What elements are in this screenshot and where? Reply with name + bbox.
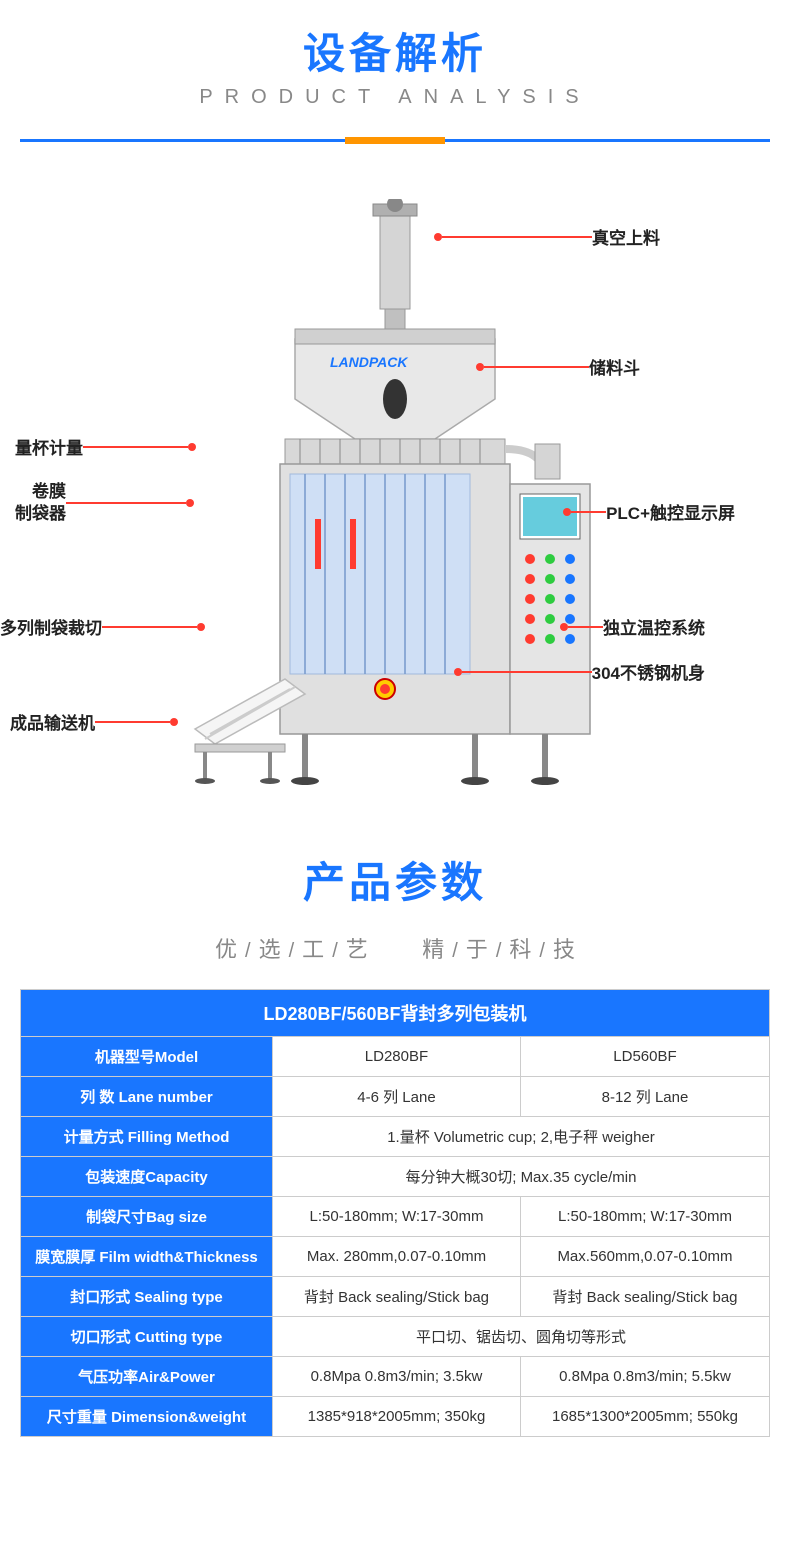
row-value-merged: 1.量杯 Volumetric cup; 2,电子秤 weigher <box>273 1117 770 1157</box>
row-value-col1: 0.8Mpa 0.8m3/min; 3.5kw <box>273 1357 521 1397</box>
machine-illustration: LANDPACK <box>185 199 605 799</box>
row-value-merged: 平口切、锯齿切、圆角切等形式 <box>273 1317 770 1357</box>
row-value-col2: Max.560mm,0.07-0.10mm <box>520 1237 769 1277</box>
section2-title-cn: 产品参数 <box>0 849 790 910</box>
table-row: 计量方式 Filling Method1.量杯 Volumetric cup; … <box>21 1117 770 1157</box>
row-value-col1: 4-6 列 Lane <box>273 1077 521 1117</box>
row-value-col2: LD560BF <box>520 1037 769 1077</box>
row-value-col1: LD280BF <box>273 1037 521 1077</box>
row-label: 制袋尺寸Bag size <box>21 1197 273 1237</box>
row-value-col2: 1685*1300*2005mm; 550kg <box>520 1397 769 1437</box>
subtitle-left-group: 优/选/工/艺 <box>215 932 368 964</box>
svg-text:LANDPACK: LANDPACK <box>330 354 408 370</box>
row-value-col1: Max. 280mm,0.07-0.10mm <box>273 1237 521 1277</box>
callout-multi-lane-cut: 多列制袋裁切 <box>0 614 205 639</box>
row-label: 尺寸重量 Dimension&weight <box>21 1397 273 1437</box>
section1-title-en: PRODUCT ANALYSIS <box>0 86 790 109</box>
subtitle-right-group: 精/于/科/技 <box>422 932 575 964</box>
row-label: 列 数 Lane number <box>21 1077 273 1117</box>
row-label: 膜宽膜厚 Film width&Thickness <box>21 1237 273 1277</box>
section2-subtitle: 优/选/工/艺 精/于/科/技 <box>0 932 790 964</box>
table-row: 切口形式 Cutting type平口切、锯齿切、圆角切等形式 <box>21 1317 770 1357</box>
row-value-col2: 8-12 列 Lane <box>520 1077 769 1117</box>
table-row: 尺寸重量 Dimension&weight1385*918*2005mm; 35… <box>21 1397 770 1437</box>
table-row: 列 数 Lane number4-6 列 Lane8-12 列 Lane <box>21 1077 770 1117</box>
row-label: 包装速度Capacity <box>21 1157 273 1197</box>
row-value-col2: 0.8Mpa 0.8m3/min; 5.5kw <box>520 1357 769 1397</box>
section1-divider <box>20 137 770 144</box>
row-label: 气压功率Air&Power <box>21 1357 273 1397</box>
row-value-col2: L:50-180mm; W:17-30mm <box>520 1197 769 1237</box>
callout-conveyor: 成品输送机 <box>10 709 178 734</box>
table-header-row: LD280BF/560BF背封多列包装机 <box>21 990 770 1037</box>
row-value-col1: L:50-180mm; W:17-30mm <box>273 1197 521 1237</box>
row-label: 机器型号Model <box>21 1037 273 1077</box>
callout-temp-control: 独立温控系统 <box>560 614 705 639</box>
row-value-col1: 背封 Back sealing/Stick bag <box>273 1277 521 1317</box>
callout-hopper: 储料斗 <box>476 354 640 379</box>
row-label: 切口形式 Cutting type <box>21 1317 273 1357</box>
table-header: LD280BF/560BF背封多列包装机 <box>21 990 770 1037</box>
row-value-col1: 1385*918*2005mm; 350kg <box>273 1397 521 1437</box>
callout-plc-screen: PLC+触控显示屏 <box>563 499 735 524</box>
table-row: 机器型号ModelLD280BFLD560BF <box>21 1037 770 1077</box>
callout-steel-body: 304不锈钢机身 <box>454 659 705 684</box>
section2-header: 产品参数 <box>0 829 790 920</box>
table-row: 膜宽膜厚 Film width&ThicknessMax. 280mm,0.07… <box>21 1237 770 1277</box>
callout-measuring-cup: 量杯计量 <box>15 434 196 459</box>
row-value-col2: 背封 Back sealing/Stick bag <box>520 1277 769 1317</box>
section1-title-cn: 设备解析 <box>0 20 790 81</box>
row-label: 封口形式 Sealing type <box>21 1277 273 1317</box>
row-label: 计量方式 Filling Method <box>21 1117 273 1157</box>
table-row: 制袋尺寸Bag sizeL:50-180mm; W:17-30mmL:50-18… <box>21 1197 770 1237</box>
section1-header: 设备解析 PRODUCT ANALYSIS <box>0 0 790 119</box>
table-row: 包装速度Capacity每分钟大概30切; Max.35 cycle/min <box>21 1157 770 1197</box>
table-row: 封口形式 Sealing type背封 Back sealing/Stick b… <box>21 1277 770 1317</box>
callout-film-bag: 卷膜制袋器 <box>15 481 194 525</box>
row-value-merged: 每分钟大概30切; Max.35 cycle/min <box>273 1157 770 1197</box>
table-row: 气压功率Air&Power0.8Mpa 0.8m3/min; 3.5kw0.8M… <box>21 1357 770 1397</box>
spec-table: LD280BF/560BF背封多列包装机 机器型号ModelLD280BFLD5… <box>20 989 770 1437</box>
machine-diagram: LANDPACK <box>0 169 790 829</box>
callout-vacuum-feed: 真空上料 <box>434 224 660 249</box>
